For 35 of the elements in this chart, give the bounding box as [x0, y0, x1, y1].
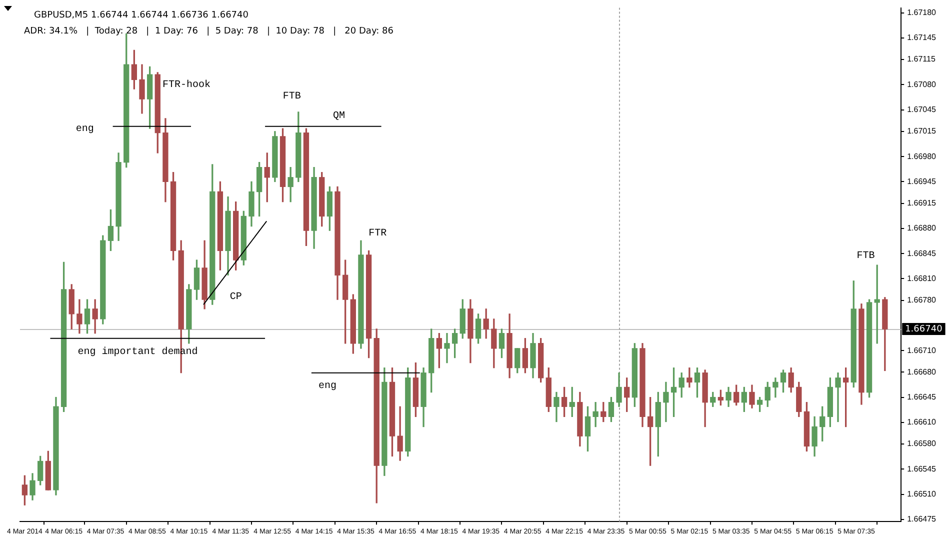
- candlestick: [835, 372, 841, 422]
- y-tick-label: 1.66945: [907, 176, 937, 186]
- annotation: eng: [318, 381, 337, 392]
- y-tick-label: 1.67145: [907, 33, 937, 42]
- y-tick-label: 1.66915: [907, 198, 937, 208]
- y-tick-label: 1.67115: [907, 54, 936, 64]
- y-tick-label: 1.67015: [907, 126, 937, 136]
- annotation: eng: [76, 124, 94, 135]
- y-tick-label: 1.67180: [907, 8, 937, 18]
- y-tick-label: 1.66780: [907, 295, 937, 304]
- ref-line-label: 1.66740: [905, 324, 943, 334]
- annotation: FTB: [282, 92, 301, 103]
- y-tick-label: 1.66710: [907, 346, 937, 355]
- text: ADR: 34.1% | Today: 28 | 1 Day: 76 | 5 Day: 78 | 10 Day: 78 | 20 Day: 86: [24, 26, 394, 37]
- y-tick-label: 1.66980: [907, 152, 937, 161]
- y-tick-label: 1.66845: [907, 248, 937, 258]
- chart-title: GBPUSD,M5 1.66744 1.66744 1.66736 1.66740: [34, 10, 249, 21]
- y-tick-label: 1.66580: [907, 439, 937, 448]
- y-tick-label: 1.67080: [907, 80, 937, 89]
- y-tick-label: 1.66810: [907, 274, 937, 283]
- y-tick-label: 1.66475: [907, 514, 937, 524]
- y-tick-label: 1.67045: [907, 105, 937, 114]
- candlestick: [444, 332, 450, 364]
- annotation: FTB: [856, 251, 875, 262]
- candlestick: [592, 402, 598, 428]
- y-tick-label: 1.66545: [907, 464, 937, 474]
- annotation: QM: [332, 111, 345, 122]
- annotation: FTR-hook: [162, 78, 211, 91]
- y-tick-label: 1.66510: [907, 489, 937, 498]
- annotation: CP: [230, 292, 242, 304]
- y-tick-label: 1.66880: [907, 224, 937, 233]
- y-tick-label: 1.66680: [907, 367, 937, 376]
- y-tick-label: 1.66645: [907, 392, 937, 402]
- y-tick-label: 1.66610: [907, 418, 937, 427]
- annotation: FTR: [368, 228, 387, 240]
